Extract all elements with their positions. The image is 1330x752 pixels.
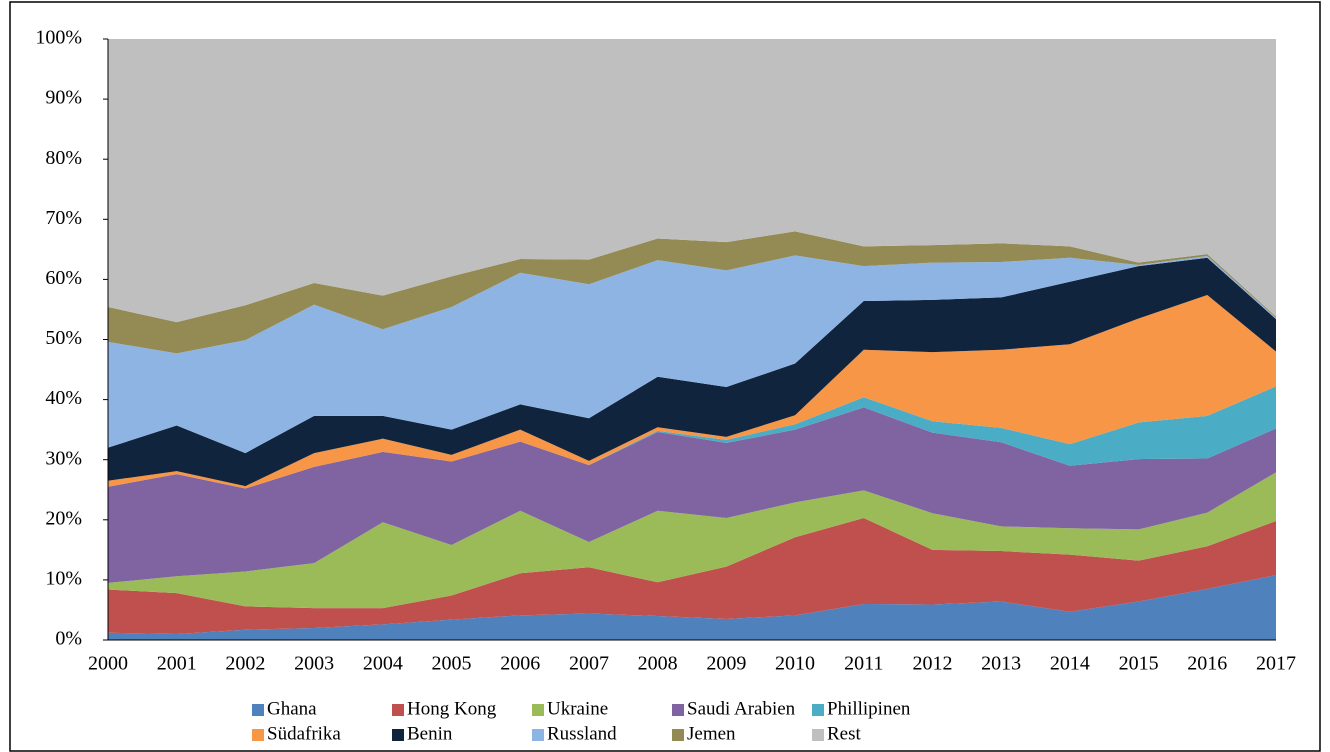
y-tick-label: 60% [45, 267, 82, 289]
y-tick-label: 40% [45, 387, 82, 409]
y-tick-label: 90% [45, 87, 82, 109]
area-series [108, 295, 1276, 489]
x-tick-label: 2009 [706, 653, 746, 675]
legend-label: Saudi Arabien [687, 698, 796, 719]
area-series [108, 517, 1276, 634]
x-tick-label: 2003 [294, 653, 334, 675]
y-tick-label: 100% [35, 27, 82, 49]
legend-swatch [252, 729, 264, 741]
x-tick-label: 2001 [157, 653, 197, 675]
x-tick-label: 2017 [1256, 653, 1296, 675]
x-tick-label: 2012 [912, 653, 952, 675]
area-series [108, 407, 1276, 583]
legend-swatch [672, 704, 684, 716]
y-tick-label: 10% [45, 567, 82, 589]
legend-label: Südafrika [267, 723, 341, 744]
y-tick-label: 50% [45, 327, 82, 349]
x-tick-label: 2004 [363, 653, 403, 675]
y-tick-label: 70% [45, 207, 82, 229]
legend-swatch [252, 704, 264, 716]
x-tick-label: 2014 [1050, 653, 1090, 675]
y-tick-label: 0% [55, 628, 82, 650]
area-series [108, 575, 1276, 640]
legend-label: Rest [827, 723, 862, 744]
legend-label: Jemen [687, 723, 736, 744]
x-tick-label: 2010 [775, 653, 815, 675]
x-tick-label: 2011 [844, 653, 883, 675]
x-tick-label: 2000 [88, 653, 128, 675]
area-series [108, 39, 1276, 323]
legend-label: Benin [407, 723, 453, 744]
legend-swatch [672, 729, 684, 741]
legend-swatch [532, 729, 544, 741]
legend-swatch [532, 704, 544, 716]
x-tick-label: 2013 [981, 653, 1021, 675]
x-tick-label: 2008 [638, 653, 678, 675]
area-series [108, 472, 1276, 609]
legend-label: Phillipinen [827, 698, 911, 719]
x-tick-label: 2015 [1119, 653, 1159, 675]
y-tick-label: 20% [45, 507, 82, 529]
x-tick-label: 2002 [225, 653, 265, 675]
legend-swatch [812, 729, 824, 741]
legend-swatch [392, 704, 404, 716]
x-tick-label: 2006 [500, 653, 540, 675]
area-series [108, 231, 1276, 354]
x-tick-label: 2007 [569, 653, 609, 675]
legend-swatch [812, 704, 824, 716]
x-tick-label: 2005 [432, 653, 472, 675]
legend-label: Russland [547, 723, 617, 744]
area-series [108, 257, 1276, 487]
legend-label: Ghana [267, 698, 317, 719]
x-tick-label: 2016 [1187, 653, 1227, 675]
y-tick-label: 80% [45, 147, 82, 169]
legend-label: Hong Kong [407, 698, 497, 719]
legend-label: Ukraine [547, 698, 608, 719]
area-series [108, 255, 1276, 454]
legend-swatch [392, 729, 404, 741]
y-tick-label: 30% [45, 447, 82, 469]
